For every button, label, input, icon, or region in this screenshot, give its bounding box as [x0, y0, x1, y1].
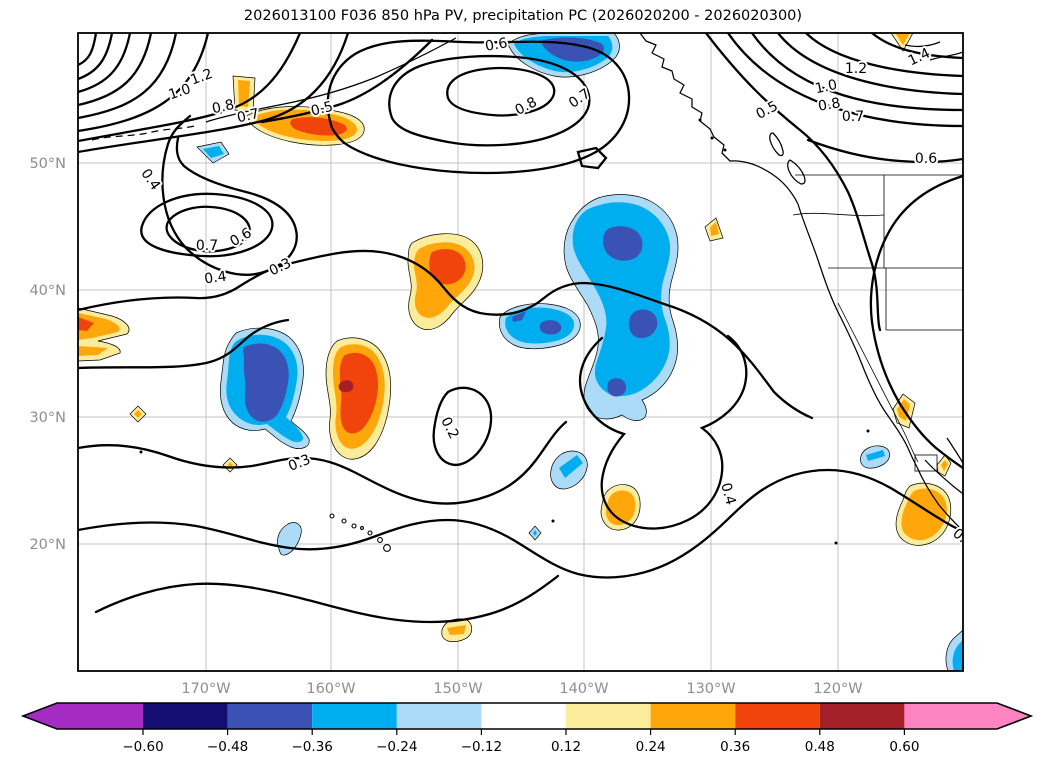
colorbar-tick-label: 0.48	[805, 739, 835, 755]
colorbar-tick-label: −0.36	[292, 739, 333, 755]
y-tick-label: 50°N	[29, 156, 66, 172]
colorbar-tick-marks	[142, 729, 906, 735]
contour-label: 0.6	[915, 151, 937, 167]
colorbar-segment	[396, 703, 482, 729]
colorbar-tick-label: −0.60	[122, 739, 163, 755]
x-tick-label: 160°W	[306, 681, 355, 697]
colorbar-segment	[227, 703, 313, 729]
colorbar: −0.60 −0.48 −0.36 −0.24 −0.12 0.12 0.24 …	[20, 702, 1034, 755]
y-axis-labels: 50°N 40°N 30°N 20°N	[29, 156, 66, 553]
shaded-anomaly-regions	[78, 33, 963, 671]
contour-label: 0.4	[203, 269, 227, 288]
colorbar-outline	[20, 702, 1034, 730]
x-tick-label: 120°W	[813, 681, 862, 697]
figure-title: 2026013100 F036 850 hPa PV, precipitatio…	[244, 8, 802, 24]
colorbar-segment	[481, 703, 566, 729]
colorbar-tick-label: 0.24	[636, 739, 666, 755]
colorbar-tick-label: 0.36	[720, 739, 750, 755]
coastlines	[91, 33, 963, 552]
colorbar-segment	[735, 703, 820, 729]
x-axis-labels: 170°W 160°W 150°W 140°W 130°W 120°W	[181, 681, 862, 697]
colorbar-segment	[566, 703, 651, 729]
y-tick-label: 30°N	[29, 410, 66, 426]
colorbar-segment	[819, 703, 905, 729]
colorbar-extend-over	[904, 703, 1031, 729]
colorbar-tick-label: −0.48	[207, 739, 248, 755]
y-tick-label: 40°N	[29, 283, 66, 299]
colorbar-segment	[650, 703, 736, 729]
colorbar-tick-label: 0.12	[551, 739, 581, 755]
x-tick-label: 170°W	[181, 681, 230, 697]
y-tick-label: 20°N	[29, 537, 66, 553]
contour-label: 0.6	[484, 35, 509, 55]
colorbar-extend-under	[23, 703, 143, 729]
x-tick-label: 140°W	[559, 681, 608, 697]
colorbar-segment	[312, 703, 397, 729]
island-specks	[139, 118, 870, 545]
map-panel: 1.2 1.0 0.8 0.7 0.5 0.6 0.8 0.7 1.4 1.2 …	[77, 32, 964, 672]
colorbar-tick-label: −0.12	[461, 739, 502, 755]
contour-label: 0.7	[842, 109, 864, 125]
contour-label: 0.7	[196, 238, 218, 254]
pv-contour-lines	[78, 33, 963, 624]
colorbar-tick-labels: −0.60 −0.48 −0.36 −0.24 −0.12 0.12 0.24 …	[122, 739, 919, 755]
x-tick-label: 130°W	[686, 681, 735, 697]
colorbar-tick-label: −0.24	[376, 739, 417, 755]
state-borders	[792, 174, 963, 472]
contour-label: 0.8	[817, 95, 842, 115]
map-frame	[77, 32, 964, 672]
colorbar-tick-label: 0.60	[889, 739, 919, 755]
hawaii-islands	[329, 513, 391, 552]
x-tick-label: 150°W	[433, 681, 482, 697]
colorbar-segment	[143, 703, 228, 729]
contour-label: 1.2	[845, 61, 867, 77]
